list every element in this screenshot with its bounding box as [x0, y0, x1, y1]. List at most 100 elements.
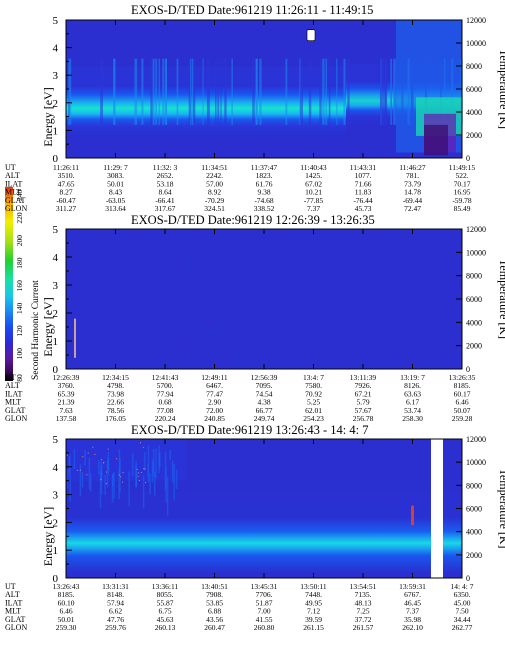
- spectrum-stripe: [347, 58, 350, 125]
- table-cell: 7908.: [206, 590, 223, 599]
- spectrum-stripe: [308, 58, 312, 125]
- noise-pixel: [384, 311, 386, 313]
- spectrum-stripe: [131, 453, 134, 477]
- noise-pixel: [350, 367, 352, 369]
- table-cell: 61.76: [256, 179, 273, 188]
- noise-pixel: [94, 453, 96, 455]
- spectrum-stripe: [143, 452, 146, 471]
- noise-pixel: [103, 462, 105, 464]
- table-cell: 10.21: [305, 188, 322, 197]
- spectrum-stripe: [424, 124, 448, 156]
- table-cell: 262.10: [402, 623, 423, 632]
- table-cell: 13:50:11: [300, 582, 327, 591]
- table-cell: 48.13: [355, 598, 372, 607]
- spectrum-stripe: [128, 471, 130, 507]
- y2-axis-label: Temperature [K]: [497, 49, 505, 129]
- spectrum-stripe: [155, 448, 157, 479]
- table-cell: 41.55: [256, 615, 273, 624]
- table-cell: 176.05: [105, 414, 126, 423]
- table-cell: 53.85: [206, 598, 223, 607]
- spectrum-stripe: [147, 445, 150, 482]
- noise-pixel: [390, 320, 392, 322]
- noise-pixel: [319, 316, 321, 318]
- table-cell: 16.95: [454, 188, 471, 197]
- table-cell: 259.28: [452, 414, 473, 423]
- noise-pixel: [90, 260, 92, 262]
- noise-pixel: [137, 472, 139, 474]
- table-cell: 261.57: [353, 623, 374, 632]
- table-cell: 7.63: [59, 406, 72, 415]
- table-cell: 66.77: [256, 406, 273, 415]
- y2-tick-label: 2000: [466, 131, 482, 140]
- spectrum-stripe: [99, 471, 102, 509]
- noise-pixel: [139, 234, 141, 236]
- y2-tick-label: 8000: [466, 481, 482, 490]
- table-cell: 57.94: [107, 598, 124, 607]
- noise-pixel: [71, 248, 73, 250]
- noise-pixel: [116, 458, 118, 460]
- noise-pixel: [435, 359, 437, 361]
- noise-pixel: [102, 254, 104, 256]
- noise-pixel: [344, 256, 346, 258]
- noise-pixel: [82, 456, 84, 458]
- spectrum-stripe: [150, 58, 153, 125]
- noise-pixel: [205, 363, 207, 365]
- table-cell: -70.29: [205, 196, 225, 205]
- spectrum-stripe: [68, 58, 70, 125]
- noise-pixel: [230, 281, 232, 283]
- spectrum-stripe: [111, 474, 114, 503]
- colorbar-tick-label: 160: [15, 280, 24, 292]
- panel-title: EXOS-D/TED Date:961219 11:26:11 - 11:49:…: [131, 3, 373, 17]
- table-cell: 8055.: [157, 590, 174, 599]
- table-cell: 11:26:11: [53, 163, 79, 172]
- noise-pixel: [430, 338, 432, 340]
- data-gap: [431, 439, 443, 578]
- table-row-label: MLT: [5, 188, 21, 197]
- table-row-label: ALT: [5, 171, 20, 180]
- table-cell: 6767.: [404, 590, 421, 599]
- noise-pixel: [353, 237, 355, 239]
- table-cell: 137.58: [56, 414, 77, 423]
- table-cell: 8185.: [58, 590, 75, 599]
- spectrum-stripe: [379, 58, 383, 125]
- orbit-table: UTALTILATMLTGLATGLON13:26:438185.60.106.…: [5, 582, 474, 632]
- table-cell: 6467.: [206, 381, 223, 390]
- noise-pixel: [117, 298, 119, 300]
- noise-pixel: [382, 266, 384, 268]
- noise-pixel: [452, 233, 454, 235]
- table-cell: 53.74: [404, 406, 421, 415]
- table-cell: 62.01: [305, 406, 322, 415]
- spectrum-stripe: [113, 471, 115, 499]
- spectrum-stripe: [119, 458, 121, 493]
- table-row-label: UT: [5, 163, 16, 172]
- noise-pixel: [158, 256, 160, 258]
- table-cell: 0.68: [158, 398, 171, 407]
- noise-pixel: [144, 468, 146, 470]
- noise-pixel: [90, 274, 92, 276]
- noise-pixel: [227, 295, 229, 297]
- table-cell: 11:29: 7: [103, 163, 128, 172]
- noise-pixel: [354, 362, 356, 364]
- y-tick-label: 3: [53, 490, 59, 502]
- noise-pixel: [253, 319, 255, 321]
- noise-pixel: [330, 298, 332, 300]
- table-cell: 55.87: [157, 598, 174, 607]
- noise-pixel: [180, 344, 182, 346]
- spectrum-stripe: [84, 449, 86, 466]
- y-axis-label: Energy [eV]: [41, 297, 55, 356]
- table-cell: 12:41:43: [152, 373, 179, 382]
- table-cell: 4.38: [257, 398, 270, 407]
- table-cell: 8148.: [107, 590, 124, 599]
- noise-pixel: [92, 446, 94, 448]
- table-cell: 50.01: [58, 615, 75, 624]
- table-row-label: GLON: [5, 623, 27, 632]
- y-tick-label: 0: [53, 364, 59, 376]
- table-cell: 35.98: [404, 615, 421, 624]
- table-cell: 50.01: [107, 179, 124, 188]
- y2-tick-label: 12000: [466, 225, 486, 234]
- spectrum-stripe: [79, 464, 82, 496]
- spectrum-stripe: [158, 58, 160, 125]
- table-cell: 7135.: [355, 590, 372, 599]
- spectrum-stripe: [141, 58, 144, 125]
